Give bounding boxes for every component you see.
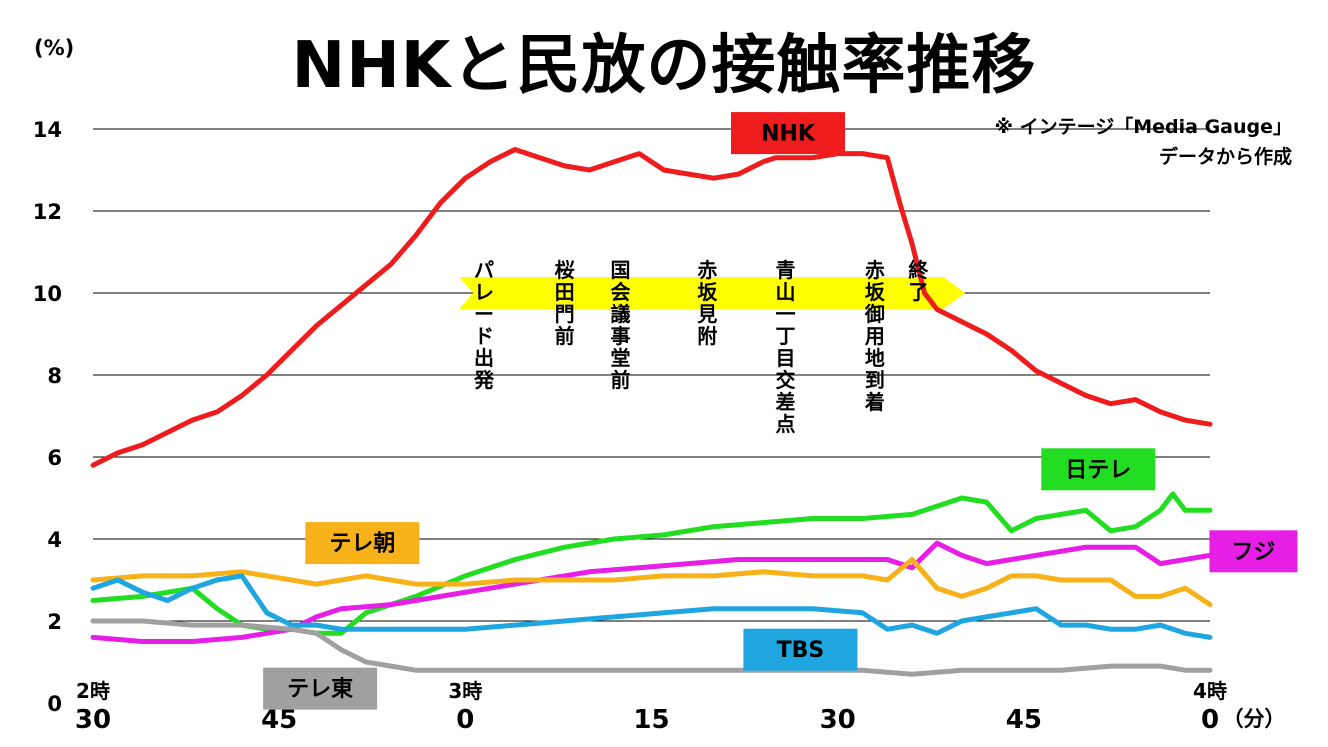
series-badge-label-1: 日テレ bbox=[1065, 458, 1131, 483]
y-tick-label-14: 14 bbox=[33, 118, 62, 142]
event-label-2: 国会議事堂前 bbox=[610, 258, 630, 392]
series-badge-3 bbox=[305, 522, 420, 565]
series-badge-label-0: NHK bbox=[761, 122, 816, 147]
source-note-line2: データから作成 bbox=[1158, 146, 1292, 168]
event-label-text-1: 桜田門前 bbox=[555, 258, 575, 348]
event-label-3: 赤坂見附 bbox=[697, 258, 718, 348]
y-tick-label-2: 2 bbox=[47, 610, 62, 634]
series-badge-4 bbox=[743, 628, 858, 671]
source-note-line1: ※ インテージ「Media Gauge」 bbox=[994, 116, 1292, 138]
x-hour-label-6: 4時 bbox=[1193, 679, 1227, 703]
x-tick-label-5: 45 bbox=[1006, 705, 1042, 735]
y-tick-label-8: 8 bbox=[47, 364, 62, 388]
series-badge-label-4: TBS bbox=[777, 638, 825, 663]
timeline-band bbox=[459, 277, 966, 309]
series-badge-label-2: フジ bbox=[1231, 540, 1275, 565]
event-label-4: 青山一丁目交差点 bbox=[776, 258, 796, 436]
y-tick-label-10: 10 bbox=[33, 282, 62, 306]
x-tick-label-0: 30 bbox=[75, 705, 111, 735]
x-tick-label-2: 0 bbox=[456, 705, 474, 735]
series-line-3 bbox=[90, 557, 1213, 608]
series-line-0 bbox=[90, 147, 1213, 468]
series-badge-0 bbox=[731, 112, 846, 155]
y-axis-unit: (%) bbox=[34, 36, 75, 60]
event-label-1: 桜田門前 bbox=[555, 258, 575, 348]
x-hour-label-2: 3時 bbox=[448, 679, 482, 703]
y-tick-label-4: 4 bbox=[47, 528, 62, 552]
series-badge-1 bbox=[1041, 448, 1156, 491]
x-tick-label-1: 45 bbox=[261, 705, 297, 735]
event-label-6: 終了 bbox=[908, 258, 929, 304]
x-tick-label-6: 0 bbox=[1201, 705, 1219, 735]
event-label-text-3: 赤坂見附 bbox=[697, 258, 718, 348]
series-line-5 bbox=[90, 618, 1213, 677]
y-tick-label-6: 6 bbox=[47, 446, 62, 470]
y-tick-label-0: 0 bbox=[47, 692, 62, 716]
chart-title: NHKと民放の接触率推移 bbox=[291, 29, 1037, 103]
event-label-text-2: 国会議事堂前 bbox=[610, 258, 630, 392]
event-label-5: 赤坂御用地到着 bbox=[864, 258, 886, 414]
x-tick-label-4: 30 bbox=[820, 705, 856, 735]
event-label-text-5: 赤坂御用地到着 bbox=[864, 258, 886, 414]
event-label-0: パレード出発 bbox=[473, 258, 495, 392]
x-hour-label-0: 2時 bbox=[76, 679, 110, 703]
x-unit-label: （分） bbox=[1223, 707, 1286, 731]
series-badge-2 bbox=[1209, 530, 1298, 573]
source-note: ※ インテージ「Media Gauge」 データから作成 bbox=[995, 112, 1292, 172]
series-line-4 bbox=[90, 573, 1213, 640]
series-badge-label-3: テレ朝 bbox=[329, 531, 395, 557]
series-badge-5 bbox=[263, 667, 378, 710]
event-label-text-0: パレード出発 bbox=[473, 258, 495, 392]
event-label-text-6: 終了 bbox=[908, 258, 929, 304]
y-tick-label-12: 12 bbox=[33, 200, 62, 224]
x-tick-label-3: 15 bbox=[633, 705, 669, 735]
event-label-text-4: 青山一丁目交差点 bbox=[776, 258, 796, 436]
series-badge-label-5: テレ東 bbox=[287, 677, 353, 702]
